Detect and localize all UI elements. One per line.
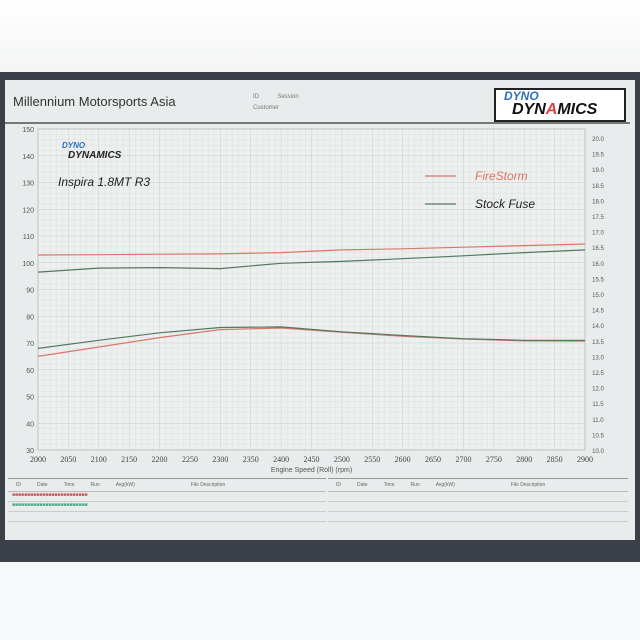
- run-table-left: ID Date Time Run Avg(kW) File Description ■■■…: [8, 478, 326, 531]
- x-tick-label: 2600: [395, 455, 411, 464]
- background-top: [0, 0, 640, 82]
- inner-logo-line1: DYNO: [62, 141, 86, 150]
- y-right-tick-label: 13.5: [592, 340, 604, 346]
- y-right-tick-label: 13.0: [592, 355, 604, 361]
- table-row: [328, 502, 628, 512]
- y-right-tick-label: 10.5: [592, 433, 604, 439]
- x-tick-label: 2000: [30, 455, 46, 464]
- x-tick-label: 2400: [273, 455, 289, 464]
- y-left-tick-label: 110: [23, 234, 34, 241]
- x-axis-label: Engine Speed (Roll) (rpm): [271, 467, 352, 474]
- y-right-tick-label: 15.0: [592, 293, 604, 299]
- y-left-tick-label: 150: [22, 127, 34, 134]
- y-right-tick-label: 16.0: [592, 262, 604, 268]
- column-header: Run: [410, 482, 420, 488]
- y-right-tick-label: 20.0: [592, 137, 604, 143]
- column-header: File Description: [510, 482, 546, 488]
- printout-header: Millennium Motorsports Asia ID Session C…: [5, 82, 630, 124]
- column-header: Avg(kW): [435, 482, 455, 488]
- table-row: ■■■■■■■■■■■■■■■■■■■■■■■■■: [8, 492, 326, 502]
- series-line-stock-fuse-lower: [37, 326, 585, 349]
- y-right-tick-label: 15.5: [592, 277, 604, 283]
- run-table-right: ID Date Time Run Avg(kW) File Description: [328, 478, 628, 531]
- table-row: [328, 512, 628, 522]
- column-header: Run: [90, 482, 100, 488]
- y-left-tick-label: 100: [22, 261, 34, 268]
- column-header: ID: [16, 482, 21, 488]
- y-left-tick-label: 60: [26, 368, 34, 375]
- series-line-firestorm-upper: [37, 243, 586, 256]
- y-left-tick-label: 50: [26, 395, 34, 402]
- legend-label: Stock Fuse: [475, 197, 535, 211]
- x-tick-label: 2100: [91, 455, 107, 464]
- x-tick-label: 2900: [577, 455, 593, 464]
- series-line-stock-fuse-upper: [37, 249, 586, 273]
- x-tick-label: 2050: [60, 455, 76, 464]
- chart-title: Inspira 1.8MT R3: [58, 175, 150, 189]
- dyno-dynamics-logo: DYNO DYNAMICS: [494, 88, 626, 122]
- x-tick-label: 2750: [486, 455, 502, 464]
- y-right-tick-label: 19.5: [592, 153, 604, 159]
- y-right-tick-label: 17.5: [592, 215, 604, 221]
- x-tick-label: 2150: [121, 455, 137, 464]
- y-left-tick-label: 140: [22, 154, 34, 161]
- y-right-tick-label: 11.5: [592, 402, 604, 408]
- session-meta: ID Session Customer: [253, 94, 299, 111]
- table-row: [8, 512, 326, 522]
- x-tick-label: 2850: [547, 455, 563, 464]
- x-tick-label: 2550: [364, 455, 380, 464]
- x-tick-label: 2650: [425, 455, 441, 464]
- y-right-tick-label: 18.5: [592, 184, 604, 190]
- company-name: Millennium Motorsports Asia: [13, 94, 176, 109]
- background-bottom: [0, 562, 640, 640]
- y-right-tick-label: 19.0: [592, 168, 604, 174]
- table-header: ID Date Time Run Avg(kW) File Description: [8, 479, 326, 492]
- y-right-tick-label: 17.0: [592, 231, 604, 237]
- table-row: [328, 492, 628, 502]
- y-right-tick-label: 18.0: [592, 199, 604, 205]
- inner-logo-line2: DYNAMICS: [68, 150, 122, 161]
- column-header: Time: [383, 482, 395, 488]
- y-left-tick-label: 120: [22, 207, 34, 214]
- x-tick-label: 2500: [334, 455, 350, 464]
- y-left-tick-label: 70: [26, 341, 34, 348]
- y-right-tick-label: 14.5: [592, 309, 604, 315]
- x-tick-label: 2250: [182, 455, 198, 464]
- column-header: Time: [63, 482, 75, 488]
- x-tick-label: 2800: [516, 455, 532, 464]
- legend-label: FireStorm: [475, 169, 528, 183]
- y-right-tick-label: 14.0: [592, 324, 604, 330]
- y-right-tick-label: 10.0: [592, 449, 604, 455]
- y-right-tick-label: 11.0: [592, 418, 604, 424]
- y-right-tick-label: 12.0: [592, 387, 604, 393]
- y-right-tick-label: 12.5: [592, 371, 604, 377]
- column-header: Date: [37, 482, 48, 488]
- x-tick-label: 2350: [243, 455, 259, 464]
- x-tick-label: 2700: [455, 455, 471, 464]
- column-header: Date: [357, 482, 368, 488]
- table-header: ID Date Time Run Avg(kW) File Description: [328, 479, 628, 492]
- x-tick-label: 2200: [152, 455, 168, 464]
- y-left-tick-label: 130: [22, 181, 34, 188]
- y-left-tick-label: 80: [26, 314, 34, 321]
- y-left-tick-label: 90: [26, 288, 34, 295]
- column-header: ID: [336, 482, 341, 488]
- logo-line1: DYNO: [504, 89, 539, 103]
- y-left-tick-label: 40: [26, 421, 34, 428]
- x-tick-label: 2300: [212, 455, 228, 464]
- y-left-tick-label: 30: [26, 448, 34, 455]
- column-header: Avg(kW): [115, 482, 135, 488]
- logo-line2: DYNAMICS: [512, 101, 598, 118]
- y-right-tick-label: 16.5: [592, 246, 604, 252]
- x-tick-label: 2450: [304, 455, 320, 464]
- table-row: ■■■■■■■■■■■■■■■■■■■■■■■■■: [8, 502, 326, 512]
- column-header: File Description: [190, 482, 226, 488]
